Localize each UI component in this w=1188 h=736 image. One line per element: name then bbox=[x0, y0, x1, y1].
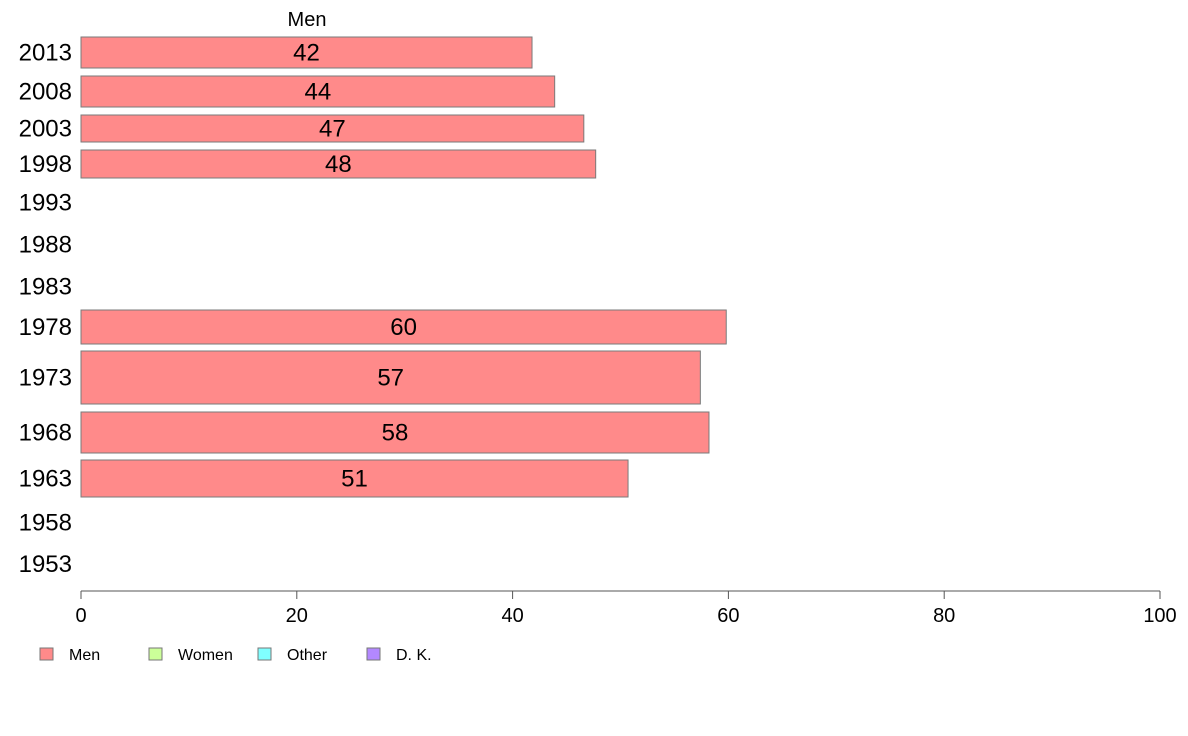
bar-value-label: 48 bbox=[325, 151, 352, 178]
bar-value-label: 57 bbox=[377, 365, 404, 392]
bar-1968 bbox=[80, 411, 710, 454]
bar-1973 bbox=[80, 350, 701, 405]
bar-value-label: 51 bbox=[341, 466, 368, 493]
y-tick-label: 1958 bbox=[19, 510, 72, 537]
y-tick-label: 2013 bbox=[19, 40, 72, 67]
bars-group: 42 44 47 48 60 57 58 51 bbox=[80, 36, 727, 498]
bar-1978 bbox=[80, 309, 727, 345]
y-tick-label: 2008 bbox=[19, 79, 72, 106]
y-tick-label: 1983 bbox=[19, 274, 72, 301]
bar-1963 bbox=[80, 459, 629, 498]
y-tick-label: 1988 bbox=[19, 232, 72, 259]
y-tick-label: 1993 bbox=[19, 190, 72, 217]
legend-label: Women bbox=[178, 647, 233, 664]
legend-label: Men bbox=[69, 647, 100, 664]
bar-1998 bbox=[80, 149, 597, 179]
bar-2008 bbox=[80, 75, 556, 108]
y-tick-label: 1998 bbox=[19, 151, 72, 178]
bar-value-label: 58 bbox=[382, 420, 409, 447]
legend: Men Women Other D. K. bbox=[39, 647, 432, 664]
x-axis: 0 20 40 60 80 100 bbox=[75, 590, 1177, 627]
legend-swatch bbox=[257, 647, 272, 661]
x-tick-label: 60 bbox=[717, 605, 739, 627]
legend-swatch bbox=[366, 647, 381, 661]
legend-label: D. K. bbox=[396, 647, 432, 664]
bar-value-label: 42 bbox=[293, 40, 320, 67]
y-tick-label: 1968 bbox=[19, 420, 72, 447]
y-tick-label: 1953 bbox=[19, 551, 72, 578]
x-tick-label: 80 bbox=[933, 605, 955, 627]
bar-2013 bbox=[80, 36, 533, 69]
bar-value-label: 60 bbox=[390, 314, 417, 341]
x-tick-label: 0 bbox=[75, 605, 86, 627]
y-tick-label: 1973 bbox=[19, 365, 72, 392]
y-tick-label: 2003 bbox=[19, 116, 72, 143]
bar-2003 bbox=[80, 114, 585, 143]
bar-value-label: 47 bbox=[319, 116, 346, 143]
x-tick-label: 20 bbox=[286, 605, 308, 627]
y-axis-ticks: 2013 2008 2003 1998 1993 1988 1983 1978 1973 1968… bbox=[19, 40, 72, 579]
series-title: Men bbox=[288, 9, 327, 31]
legend-label: Other bbox=[287, 647, 328, 664]
y-tick-label: 1978 bbox=[19, 314, 72, 341]
legend-swatch bbox=[39, 647, 54, 661]
bar-value-label: 44 bbox=[304, 79, 331, 106]
x-tick-label: 100 bbox=[1143, 605, 1176, 627]
legend-swatch bbox=[148, 647, 163, 661]
x-tick-label: 40 bbox=[501, 605, 523, 627]
y-tick-label: 1963 bbox=[19, 466, 72, 493]
